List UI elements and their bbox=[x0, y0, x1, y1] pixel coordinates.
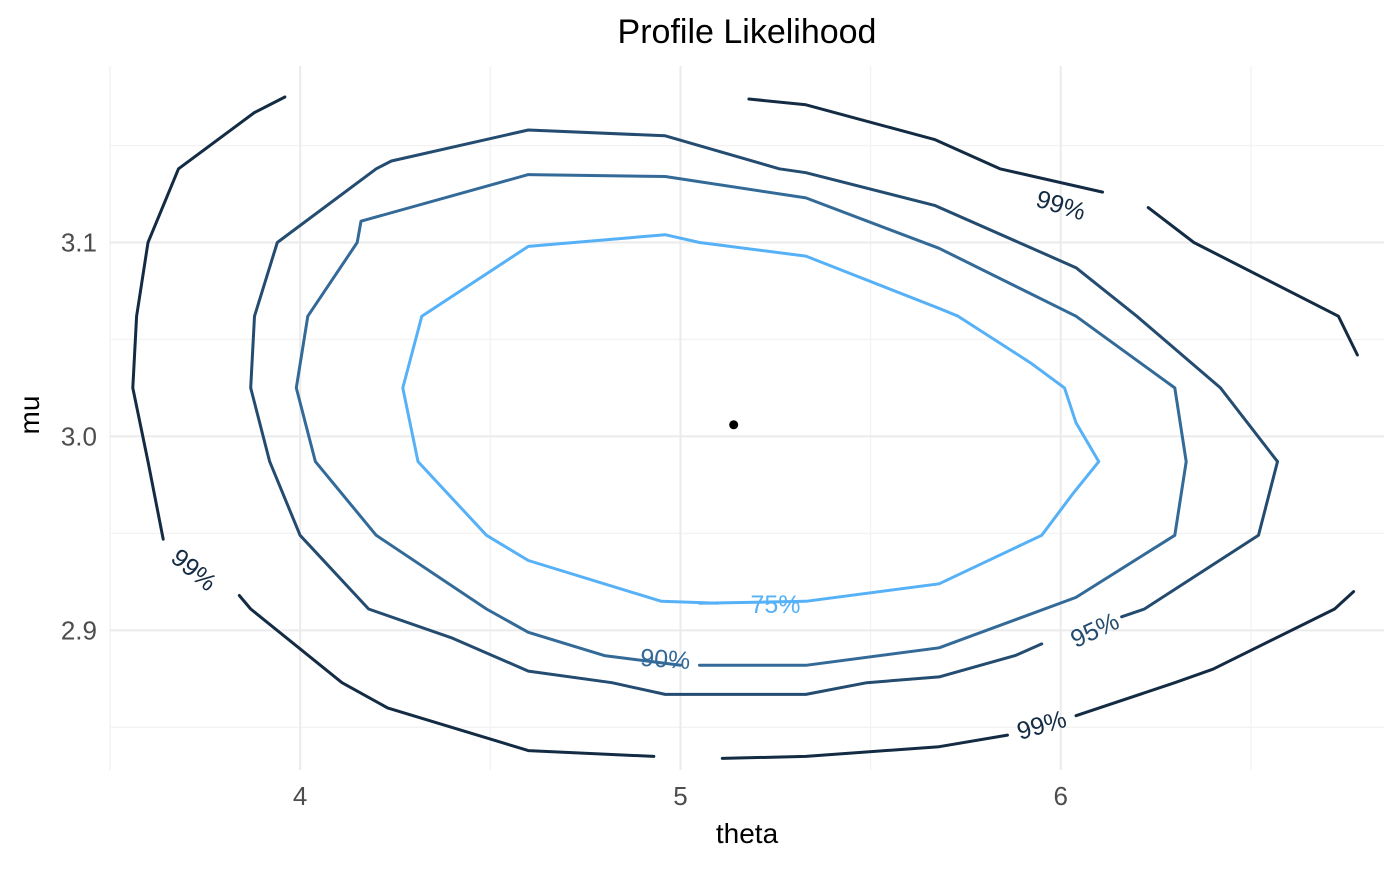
contour-label: 99% bbox=[165, 543, 221, 597]
contour-line-99 bbox=[720, 733, 1009, 760]
chart-title: Profile Likelihood bbox=[618, 13, 877, 51]
contour-line-75 bbox=[401, 233, 1101, 605]
contour-line-99 bbox=[1074, 590, 1356, 718]
y-tick-label: 3.1 bbox=[61, 227, 97, 257]
contour-label: 95% bbox=[1066, 607, 1123, 654]
x-axis-title: theta bbox=[716, 818, 779, 849]
tick-labels: 4 5 6 2.9 3.0 3.1 bbox=[61, 227, 1068, 811]
y-tick-label: 3.0 bbox=[61, 421, 97, 451]
contour-label: 99% bbox=[1033, 185, 1089, 226]
y-tick-label: 2.9 bbox=[61, 615, 97, 645]
contour-labels: 75%90%95%99%99%99% bbox=[165, 185, 1123, 746]
contour-lines bbox=[131, 95, 1359, 760]
contour-line-99 bbox=[131, 95, 287, 541]
contour-line-99 bbox=[747, 97, 1105, 194]
contour-label: 75% bbox=[750, 591, 800, 619]
estimate-point-group bbox=[729, 420, 739, 430]
x-tick-label: 4 bbox=[293, 781, 307, 811]
x-tick-label: 5 bbox=[673, 781, 687, 811]
contour-label: 90% bbox=[639, 644, 691, 675]
contour-line-90 bbox=[294, 173, 1188, 667]
x-tick-label: 6 bbox=[1054, 781, 1068, 811]
contour-line-99 bbox=[1146, 206, 1359, 357]
contour-line-99 bbox=[237, 594, 656, 758]
contour-line-95 bbox=[249, 128, 1279, 696]
y-axis-title: mu bbox=[14, 396, 45, 435]
estimate-point bbox=[729, 420, 739, 430]
